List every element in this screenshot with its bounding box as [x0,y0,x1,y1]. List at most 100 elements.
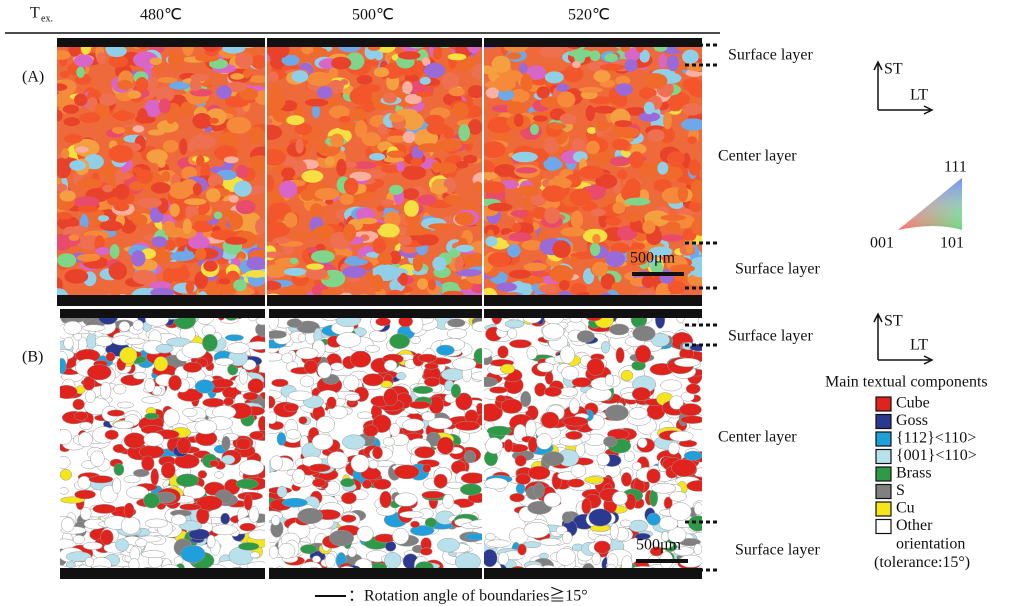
grain [369,460,379,469]
grain [629,407,648,419]
grain [124,503,134,518]
grain [680,404,702,416]
grain [390,423,400,436]
grain [586,105,595,121]
grain [416,91,434,97]
grain [198,470,207,478]
grain [286,115,304,125]
grain [240,523,256,531]
map-edge-bar [267,295,482,306]
grain [425,115,444,126]
grain [540,538,561,545]
grain [487,426,511,436]
grain [601,341,609,353]
grain [190,79,202,92]
grain [550,265,574,283]
grain [168,375,181,390]
grain [528,466,550,479]
grain [394,465,419,479]
grain [255,218,266,234]
grain [458,124,470,141]
grain [172,514,187,525]
grain [180,264,189,280]
grain [207,535,215,548]
grain [507,244,520,257]
grain [286,429,300,439]
grain [424,377,440,386]
legend-swatch [876,467,891,481]
temperature: 480℃ [140,7,182,24]
grain [590,243,600,257]
grain [533,115,548,121]
grain [691,218,711,236]
grain [115,184,130,200]
grain [136,539,147,547]
legend-label: Cu [896,500,915,517]
grain [203,260,217,271]
grain [374,67,389,77]
grain [85,390,95,403]
grain [284,212,298,227]
grain [159,98,171,113]
grain [624,451,634,462]
grain [670,431,694,441]
grain [625,178,641,196]
grain [591,208,606,216]
grain [357,526,373,542]
grain [566,431,583,439]
grain [460,484,481,496]
grain [105,430,119,440]
grain [571,211,583,229]
grain [507,70,522,82]
grain [522,240,543,250]
grain [508,329,517,339]
grain [342,266,366,278]
grain [304,360,318,374]
grain [559,280,570,290]
grain [681,118,705,130]
grain [540,46,565,58]
grain [544,207,560,223]
grain [296,348,318,359]
grain [300,189,314,201]
grain [209,460,218,466]
grain [448,319,466,327]
grain [329,68,339,79]
grain [270,456,283,471]
grain [329,530,353,546]
grain [377,205,385,211]
grain [660,235,684,242]
grain [570,189,592,206]
grain [357,75,373,85]
grain [293,469,305,484]
map-edge-bar [57,295,265,306]
grain [282,498,307,507]
grain [468,85,485,98]
grain [441,369,464,381]
grain [132,214,147,226]
grain [336,332,361,347]
grain [372,447,382,459]
grain [215,358,234,365]
grain [192,113,211,129]
legend-label: Cube [896,395,930,412]
grain [481,141,505,158]
grain [142,397,161,404]
grain [230,73,244,80]
grain [594,70,611,82]
map-edge-bar [484,309,702,318]
grain [195,54,219,62]
grain [671,459,696,476]
grain [60,487,69,494]
grain [552,240,570,258]
grain [505,320,524,328]
axis-label: LT [910,337,928,354]
grain [520,74,533,91]
grain [83,325,105,332]
grain [516,185,541,196]
grain [364,99,374,112]
grain [600,64,625,71]
grain [417,278,428,289]
grain [195,248,207,260]
grain [317,86,333,99]
